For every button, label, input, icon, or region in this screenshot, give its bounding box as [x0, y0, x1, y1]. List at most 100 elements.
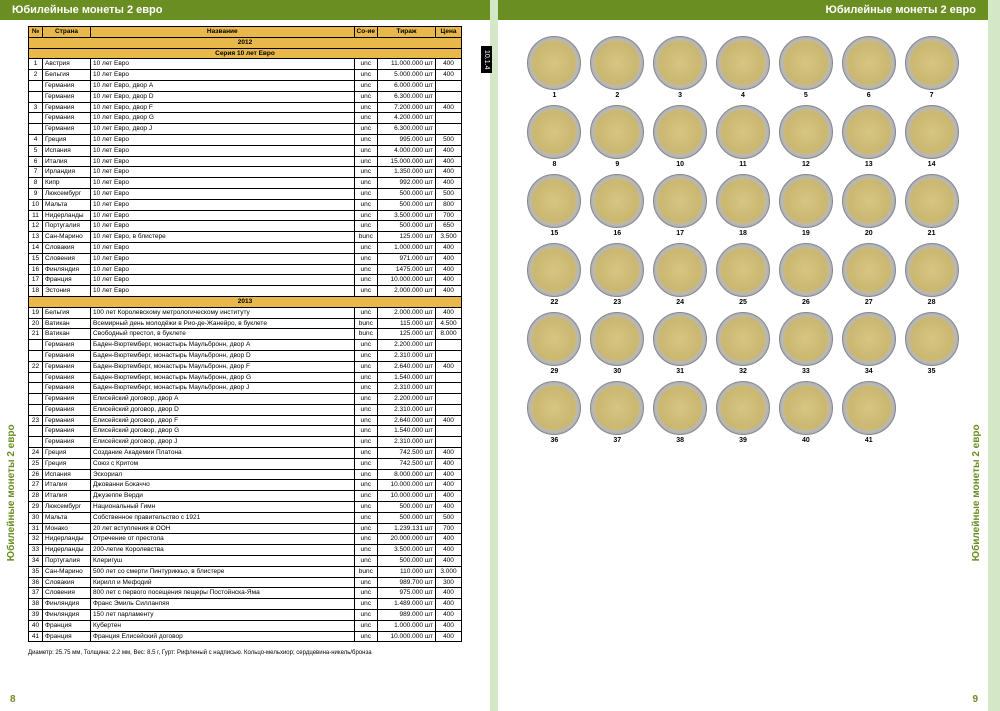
- cell: Баден-Вюртемберг, монастырь Маульбронн, …: [91, 372, 355, 383]
- cell: Германия: [43, 361, 91, 372]
- coin-cell: 35: [903, 312, 960, 375]
- cell: unc: [354, 588, 377, 599]
- cell: Финляндия: [43, 599, 91, 610]
- cell: unc: [354, 178, 377, 189]
- coin-image: [653, 174, 707, 228]
- cell: Елисейский договор, двор F: [91, 415, 355, 426]
- cell: Германия: [43, 383, 91, 394]
- cell: 400: [436, 145, 462, 156]
- cell: Франция: [43, 275, 91, 286]
- cell: 992.000 шт: [378, 178, 436, 189]
- coin-cell: 27: [840, 243, 897, 306]
- coin-image: [779, 312, 833, 366]
- cell: 6.300.000 шт: [378, 124, 436, 135]
- cell: 10 лет Евро, в блистере: [91, 232, 355, 243]
- coin-number: 3: [678, 92, 682, 99]
- cell: Италия: [43, 491, 91, 502]
- cell: unc: [354, 221, 377, 232]
- cell: unc: [354, 91, 377, 102]
- cell: unc: [354, 556, 377, 567]
- cell: 400: [436, 556, 462, 567]
- coin-image: [590, 105, 644, 159]
- cell: 500: [436, 512, 462, 523]
- coin-cell: 9: [589, 105, 646, 168]
- cell: 1475.000 шт: [378, 264, 436, 275]
- cell: Монако: [43, 523, 91, 534]
- cell: unc: [354, 199, 377, 210]
- coin-cell: 14: [903, 105, 960, 168]
- cell: 2: [29, 70, 43, 81]
- coin-number: 12: [802, 161, 810, 168]
- coin-number: 33: [802, 368, 810, 375]
- cell: 10 лет Евро: [91, 264, 355, 275]
- cell: 500.000 шт: [378, 199, 436, 210]
- coin-number: 34: [865, 368, 873, 375]
- coin-image: [653, 105, 707, 159]
- cell: 21: [29, 329, 43, 340]
- coin-number: 11: [739, 161, 746, 168]
- cell: 17: [29, 275, 43, 286]
- cell: 31: [29, 523, 43, 534]
- cell: Бельгия: [43, 307, 91, 318]
- cell: Мальта: [43, 512, 91, 523]
- cell: Кипр: [43, 178, 91, 189]
- coin-number: 19: [802, 230, 810, 237]
- coin-number: 23: [613, 299, 621, 306]
- cell: 742.500 шт: [378, 448, 436, 459]
- cell: 125.000 шт: [378, 232, 436, 243]
- cell: unc: [354, 113, 377, 124]
- cell: Германия: [43, 394, 91, 405]
- coin-cell: 15: [526, 174, 583, 237]
- cell: Финляндия: [43, 610, 91, 621]
- header-right: Юбилейные монеты 2 евро: [498, 0, 988, 20]
- cell: 10 лет Евро: [91, 286, 355, 297]
- cell: 30: [29, 512, 43, 523]
- coin-image: [590, 174, 644, 228]
- cell: 7: [29, 167, 43, 178]
- cell: 25: [29, 458, 43, 469]
- coin-image: [527, 36, 581, 90]
- cell: 5.000.000 шт: [378, 70, 436, 81]
- cell: 7.200.000 шт: [378, 102, 436, 113]
- cell: 40: [29, 620, 43, 631]
- cell: unc: [354, 59, 377, 70]
- cell: Италия: [43, 156, 91, 167]
- coin-table: №СтранаНазваниеСо-иеТиражЦена 2012Серия …: [28, 26, 462, 642]
- cell: 2013: [29, 296, 462, 307]
- cell: 400: [436, 458, 462, 469]
- cell: unc: [354, 394, 377, 405]
- cell: Ватикан: [43, 318, 91, 329]
- coin-image: [779, 381, 833, 435]
- cell: 400: [436, 588, 462, 599]
- cell: 8: [29, 178, 43, 189]
- cell: Португалия: [43, 556, 91, 567]
- coin-image: [527, 174, 581, 228]
- cell: Сан-Марино: [43, 566, 91, 577]
- cell: 13: [29, 232, 43, 243]
- coin-cell: 3: [652, 36, 709, 99]
- coin-number: 21: [928, 230, 936, 237]
- cell: unc: [354, 264, 377, 275]
- section-tab: 10.1.4: [481, 46, 492, 73]
- cell: Национальный Гимн: [91, 502, 355, 513]
- cell: 400: [436, 469, 462, 480]
- cell: 2.640.000 шт: [378, 415, 436, 426]
- cell: unc: [354, 480, 377, 491]
- cell: 2.310.000 шт: [378, 350, 436, 361]
- cell: unc: [354, 102, 377, 113]
- coin-cell: 2: [589, 36, 646, 99]
- cell: Люксембург: [43, 502, 91, 513]
- cell: Словения: [43, 253, 91, 264]
- coin-image: [779, 243, 833, 297]
- cell: Словакия: [43, 242, 91, 253]
- cell: 100 лет Королевскому метрологическому ин…: [91, 307, 355, 318]
- cell: 10 лет Евро: [91, 210, 355, 221]
- cell: Всемирный день молодёжи в Рио-де-Жанейро…: [91, 318, 355, 329]
- coin-cell: 18: [715, 174, 772, 237]
- cell: 26: [29, 469, 43, 480]
- cell: Ирландия: [43, 167, 91, 178]
- coin-cell: 28: [903, 243, 960, 306]
- coin-cell: 4: [715, 36, 772, 99]
- cell: 700: [436, 210, 462, 221]
- cell: 10 лет Евро: [91, 156, 355, 167]
